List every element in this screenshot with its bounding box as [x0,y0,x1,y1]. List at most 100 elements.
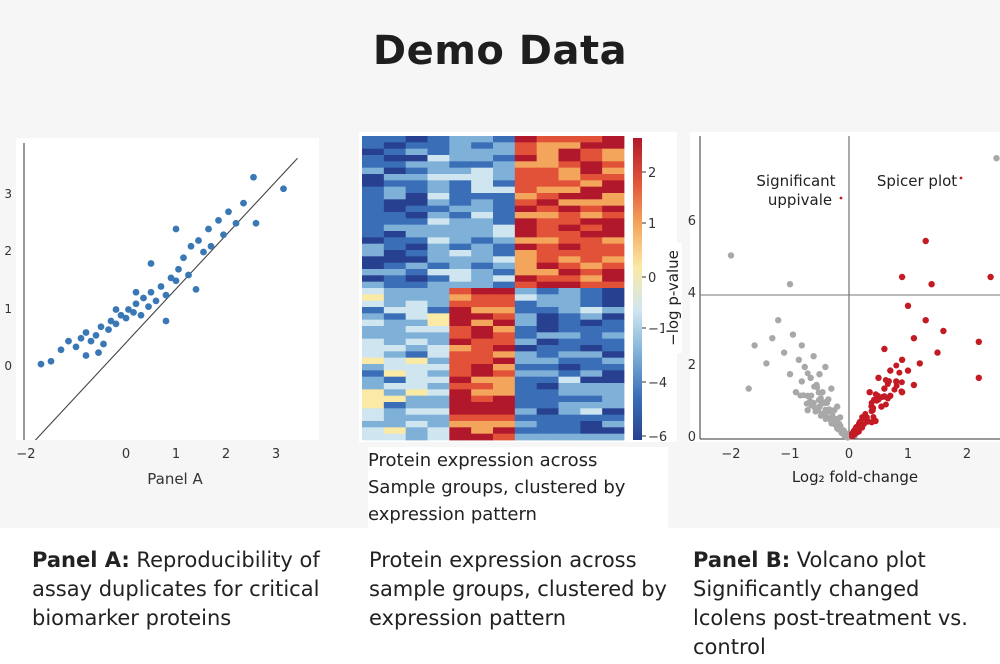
heatmap-cell [449,174,472,181]
heatmap-cell [405,262,428,270]
heatmap-cell [405,288,428,295]
data-point [786,281,794,288]
y-tick-label: 3 [4,186,12,201]
heatmap-cell [383,402,407,409]
heatmap-cell [471,269,494,276]
heatmap-cell [362,395,385,403]
colorbar-tick-label: 1 [648,217,656,232]
heatmap-cell [405,338,428,346]
heatmap-cell [383,186,407,194]
y-tick-label: 1 [4,301,12,316]
heatmap-cell [362,351,385,359]
heatmap-cell [493,136,516,143]
heatmap-cell [449,427,472,435]
heatmap-cell [362,421,385,428]
data-point [816,371,823,378]
heatmap-cell [362,376,385,384]
heatmap-cell [493,338,516,346]
panel-b-caption-text: Volcano plot Significantly changed lcole… [693,548,968,659]
data-point [195,237,202,244]
heatmap-cell [558,174,581,181]
heatmap-cell [493,237,516,245]
data-point [884,395,891,402]
heatmap-cell [558,376,581,384]
heatmap-cell [602,294,625,302]
data-point [875,374,882,381]
heatmap-cell [580,402,603,409]
heatmap-cell [405,193,428,200]
colorbar [633,138,642,440]
heatmap-cell [362,313,385,321]
heatmap-cell [602,224,625,232]
heatmap-cell [493,174,516,181]
heatmap-cell [471,174,494,181]
data-point [873,397,880,404]
heatmap-cell [602,256,625,264]
heatmap-cell [449,224,472,232]
heatmap-cell [427,243,450,251]
heatmap-cell [580,395,603,403]
heatmap-cell [383,433,407,441]
heatmap-cell [427,237,450,245]
data-point [834,403,841,410]
heatmap-cell [449,237,472,245]
heatmap-cell [471,224,494,232]
heatmap-cell [449,142,472,150]
data-point [904,367,912,374]
heatmap-cell [493,313,516,321]
heatmap-cell [602,427,625,435]
heatmap-cell [514,148,538,156]
heatmap-cell [383,294,407,302]
heatmap-cell [514,281,538,289]
heatmap-cell [471,142,494,150]
heatmap-cell [558,389,581,397]
heatmap-cell [493,332,516,340]
heatmap-cell [493,383,516,390]
y-tick-label: 0 [4,359,12,373]
heatmap-cell [471,383,494,390]
data-point [862,410,869,417]
heatmap-cell [362,218,385,226]
heatmap-cell [514,307,538,314]
heatmap-cell [383,307,407,314]
heatmap-cell [362,212,385,219]
data-point [72,343,80,351]
heatmap-cell [449,256,472,264]
data-point [803,400,810,407]
data-point [207,242,215,250]
data-point [804,407,811,414]
heatmap-cell [383,148,407,156]
data-point [105,326,112,334]
heatmap-cell [602,288,625,295]
heatmap-cell [449,300,472,308]
heatmap-cell [493,250,516,257]
heatmap-cell [580,338,603,346]
heatmap-cell [536,155,559,162]
heatmap-cell [427,174,450,181]
heatmap-cell [362,300,385,308]
volcano-x-tick-label: 2 [962,447,972,462]
heatmap-cell [383,427,407,435]
heatmap-cell [493,142,516,150]
heatmap-cell [536,332,559,340]
heatmap-cell [536,237,559,245]
heatmap-cell [514,180,538,188]
heatmap-cell [405,433,428,441]
data-point [868,419,875,426]
data-point [145,303,152,311]
heatmap-cell [362,383,385,390]
heatmap-cell [471,357,494,365]
heatmap-cell [383,319,407,327]
heatmap-cell [514,408,538,416]
heatmap-cell [427,370,450,378]
panel-a-caption: Panel A: Reproducibility of assay duplic… [32,546,332,633]
data-point [95,349,102,357]
heatmap-cell [536,167,559,175]
annotation-uppivale: uppivale [768,191,832,209]
data-point [814,384,821,391]
data-point [934,349,941,356]
heatmap-cell [449,218,472,226]
heatmap-cell [602,421,625,428]
y-tick-label: 2 [4,244,12,258]
heatmap-cell [362,262,385,270]
